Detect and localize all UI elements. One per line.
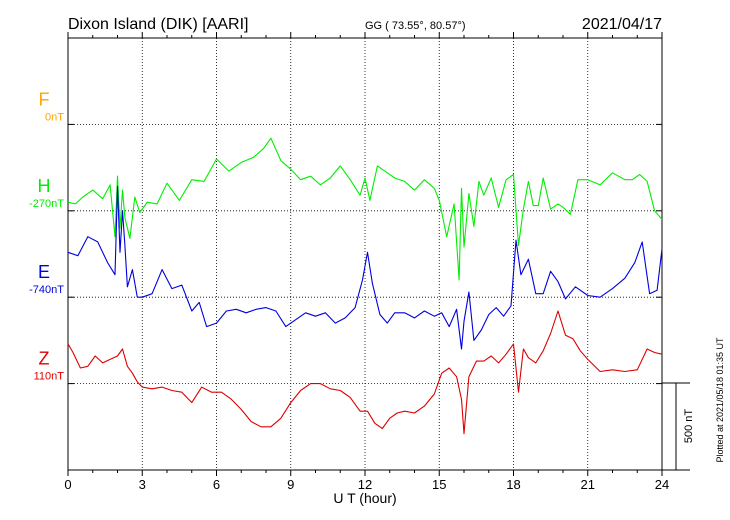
series-label-e: E [38,262,50,282]
date-label: 2021/04/17 [582,16,662,33]
series-line-h [67,137,663,281]
coordinates-label: GG ( 73.55°, 80.57°) [365,20,466,32]
series-label-z: Z [39,349,50,369]
tick-layer: 0 3 6 9 12 15 18 21 24 [64,32,669,492]
series-layer [67,137,663,435]
component-labels: F 0nT H -270nT E -740nT Z 110nT [29,89,64,382]
x-tick-label: 9 [287,477,294,492]
x-tick-label: 21 [581,477,595,492]
series-baseline-e: -740nT [29,284,64,296]
grid-layer [68,38,662,470]
plotted-timestamp: Plotted at 2021/05/18 01:35 UT [715,337,725,463]
series-baseline-f: 0nT [45,111,64,123]
x-tick-label: 24 [655,477,669,492]
station-title: Dixon Island (DIK) [AARI] [68,16,249,33]
series-baseline-h: -270nT [29,198,64,210]
x-tick-label: 0 [64,477,71,492]
series-label-f: F [39,89,50,109]
series-baseline-z: 110nT [34,371,65,383]
x-tick-label: 6 [213,477,220,492]
series-label-h: H [38,176,51,196]
series-line-e [67,186,663,350]
x-tick-label: 18 [506,477,520,492]
scale-bar-label: 500 nT [683,409,695,444]
x-tick-label: 12 [358,477,372,492]
x-axis-label: U T (hour) [333,490,396,506]
x-tick-label: 15 [432,477,446,492]
x-tick-label: 3 [139,477,146,492]
series-line-z [67,310,663,435]
